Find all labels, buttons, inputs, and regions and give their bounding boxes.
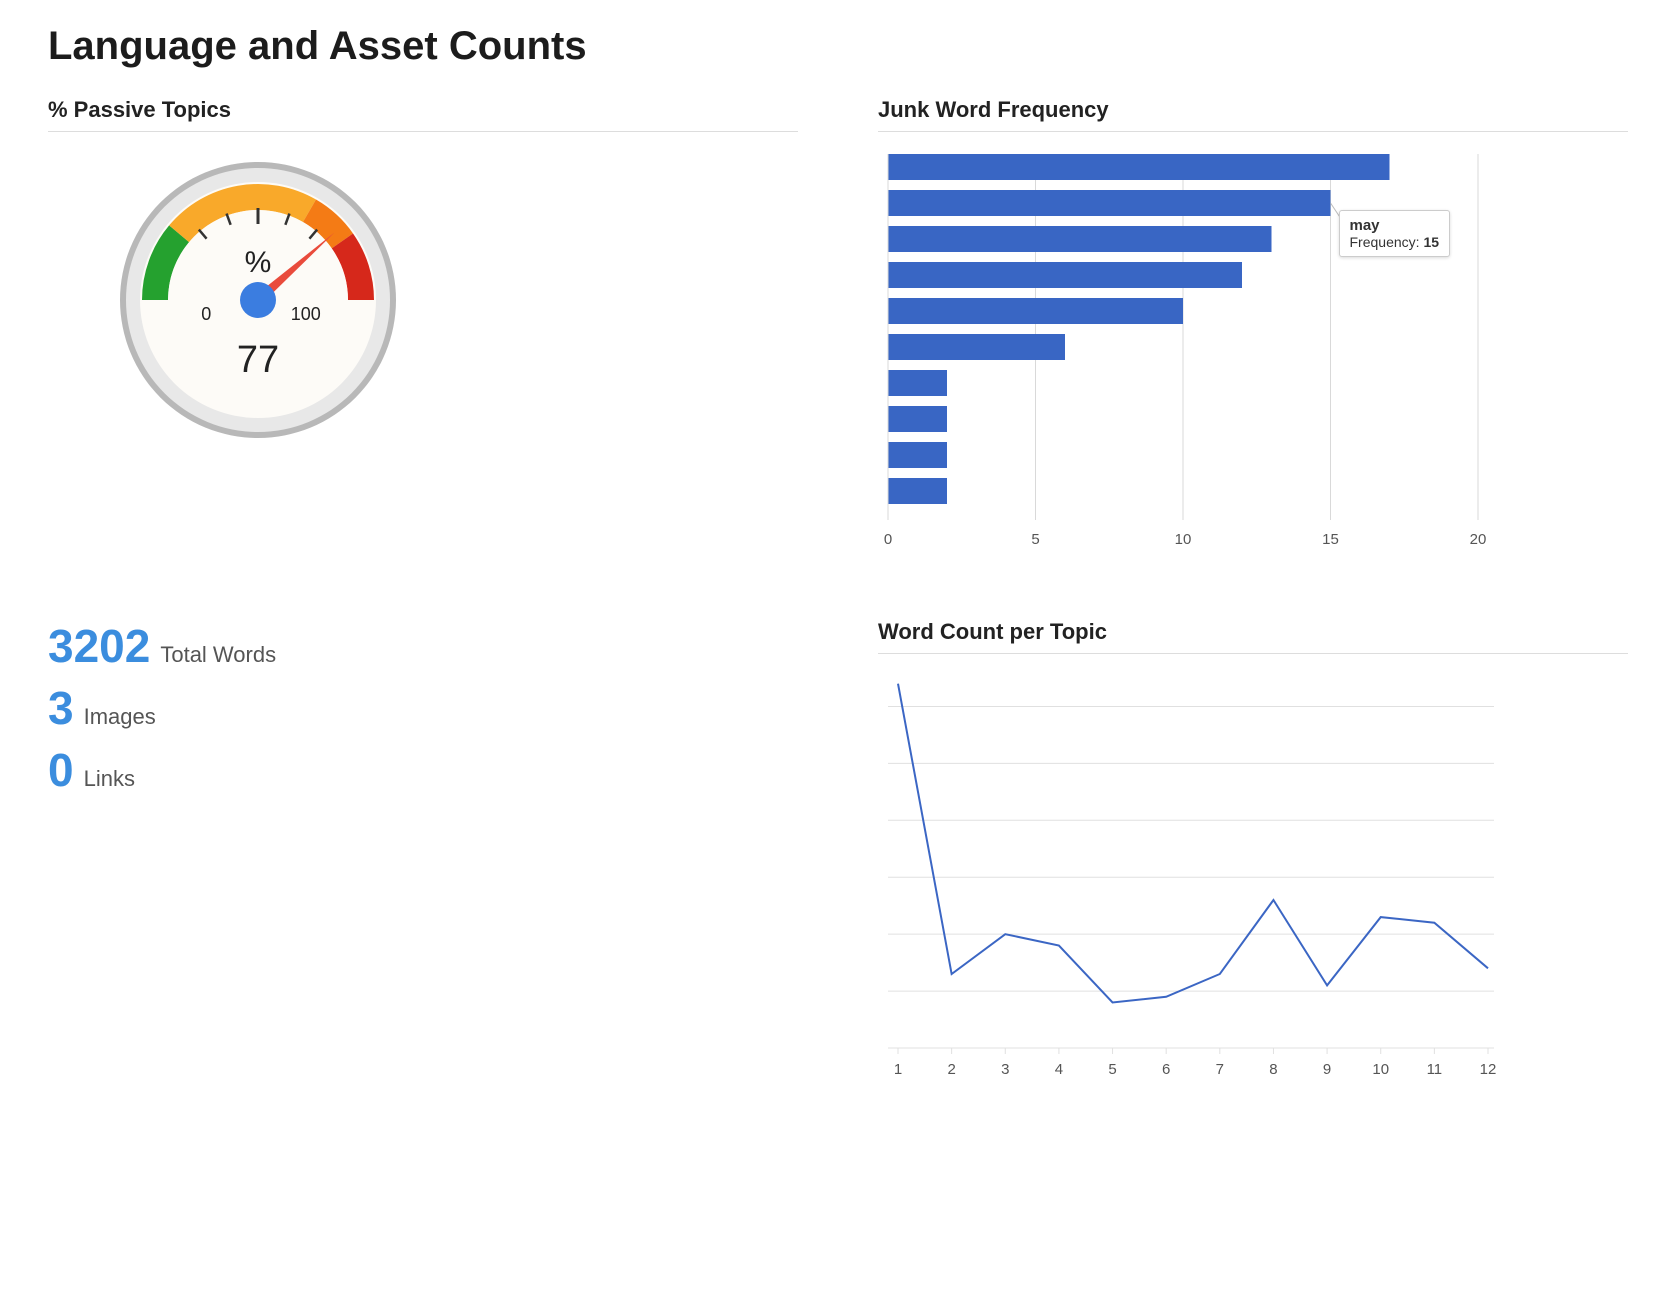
svg-text:15: 15: [1322, 531, 1339, 548]
line-panel: Word Count per Topic 123456789101112: [878, 619, 1628, 1093]
line-title: Word Count per Topic: [878, 619, 1628, 654]
stat-images-label: Images: [84, 704, 156, 730]
svg-text:10: 10: [1372, 1061, 1389, 1078]
stat-links-value: 0: [48, 747, 74, 793]
svg-text:1: 1: [894, 1061, 902, 1078]
svg-text:3: 3: [1001, 1061, 1009, 1078]
stat-images-value: 3: [48, 685, 74, 731]
stat-images: 3 Images: [48, 685, 798, 731]
svg-text:77: 77: [237, 339, 279, 381]
gauge-title: % Passive Topics: [48, 97, 798, 132]
svg-text:5: 5: [1108, 1061, 1116, 1078]
stat-words-label: Total Words: [160, 642, 276, 668]
stat-links: 0 Links: [48, 747, 798, 793]
svg-text:10: 10: [1175, 531, 1192, 548]
svg-text:%: %: [245, 246, 272, 279]
svg-text:9: 9: [1323, 1061, 1331, 1078]
bar-panel: Junk Word Frequency 05101520 may Frequen…: [878, 97, 1628, 571]
svg-text:100: 100: [291, 304, 321, 324]
svg-text:6: 6: [1162, 1061, 1170, 1078]
svg-text:4: 4: [1055, 1061, 1063, 1078]
line-chart: 123456789101112: [878, 668, 1498, 1088]
bar-title: Junk Word Frequency: [878, 97, 1628, 132]
dashboard-grid: % Passive Topics %010077 Junk Word Frequ…: [48, 97, 1628, 1093]
stat-words: 3202 Total Words: [48, 623, 798, 669]
svg-text:8: 8: [1269, 1061, 1277, 1078]
svg-text:7: 7: [1216, 1061, 1224, 1078]
svg-text:20: 20: [1470, 531, 1487, 548]
svg-text:0: 0: [884, 531, 892, 548]
svg-text:2: 2: [947, 1061, 955, 1078]
page-title: Language and Asset Counts: [48, 24, 1628, 69]
gauge-panel: % Passive Topics % 0 100 77: [48, 97, 798, 571]
svg-text:0: 0: [201, 304, 211, 324]
stat-links-label: Links: [84, 766, 135, 792]
svg-text:5: 5: [1031, 531, 1039, 548]
gauge-chart: % 0 100 77: [108, 150, 408, 450]
bar-chart: 0 5 10 15 20: [878, 146, 1498, 566]
svg-text:12: 12: [1480, 1061, 1497, 1078]
stats-panel: 3202 Total Words 3 Images 0 Links: [48, 619, 798, 1093]
svg-text:11: 11: [1427, 1061, 1443, 1078]
stat-words-value: 3202: [48, 623, 150, 669]
